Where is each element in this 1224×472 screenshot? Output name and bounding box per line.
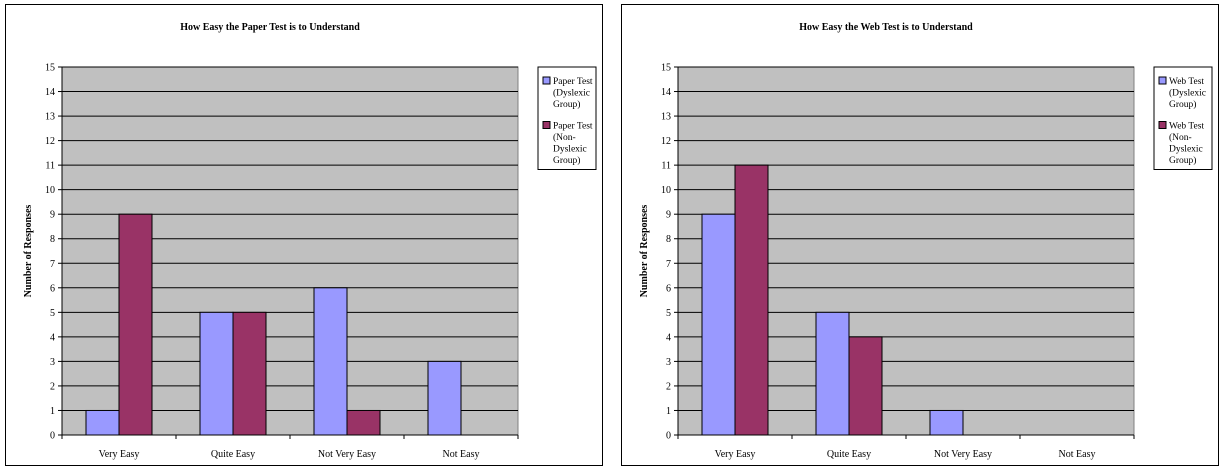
y-tick-label: 14 <box>45 87 55 98</box>
bar <box>199 311 234 436</box>
y-tick-label: 12 <box>661 136 671 147</box>
x-tick-label: Not Easy <box>1059 449 1096 460</box>
x-tick-label: Quite Easy <box>211 449 255 460</box>
y-tick-label: 7 <box>50 259 55 270</box>
x-tick-label: Very Easy <box>99 449 140 460</box>
legend-label: Dyslexic <box>1169 145 1203 155</box>
x-tick-label: Very Easy <box>715 449 756 460</box>
bar <box>118 213 153 436</box>
bar <box>85 409 120 436</box>
y-tick-label: 12 <box>45 136 55 147</box>
y-tick-label: 2 <box>666 381 671 392</box>
y-tick-label: 13 <box>661 112 671 123</box>
y-tick-label: 6 <box>50 283 55 294</box>
legend-label: Web Test <box>1169 77 1204 87</box>
y-tick-label: 9 <box>50 210 55 221</box>
bar <box>346 409 381 436</box>
legend-label: (Non- <box>1169 132 1192 143</box>
y-tick-label: 5 <box>666 308 671 319</box>
y-tick-label: 15 <box>661 63 671 74</box>
bar <box>427 360 462 436</box>
paper-test-chart: How Easy the Paper Test is to Understand… <box>5 4 603 466</box>
legend-label: (Dyslexic <box>553 88 590 99</box>
bar <box>232 311 267 436</box>
y-tick-label: 3 <box>50 357 55 368</box>
legend-label: Group) <box>1169 155 1196 166</box>
x-tick-label: Not Very Easy <box>934 449 992 460</box>
y-tick-label: 9 <box>666 210 671 221</box>
y-tick-label: 5 <box>50 308 55 319</box>
y-tick-label: 10 <box>661 185 671 196</box>
y-tick-label: 7 <box>666 259 671 270</box>
bar <box>815 311 850 436</box>
y-tick-label: 11 <box>45 161 55 172</box>
y-tick-label: 8 <box>50 234 55 245</box>
y-tick-label: 2 <box>50 381 55 392</box>
y-tick-label: 3 <box>666 357 671 368</box>
bar <box>929 409 964 436</box>
legend-label: (Non- <box>553 132 576 143</box>
y-tick-label: 4 <box>50 332 55 343</box>
legend-swatch <box>1158 76 1167 85</box>
legend-label: Group) <box>553 155 580 166</box>
web-test-chart: How Easy the Web Test is to Understand 0 1… <box>621 4 1219 466</box>
y-tick-label: 0 <box>666 431 671 442</box>
legend-box <box>537 66 597 170</box>
chart-title: How Easy the Web Test is to Understand <box>799 22 973 33</box>
y-tick-label: 15 <box>45 63 55 74</box>
y-axis-label: Number of Responses <box>639 205 650 298</box>
y-tick-label: 10 <box>45 185 55 196</box>
legend-label: Dyslexic <box>553 145 587 155</box>
y-tick-label: 1 <box>50 406 55 417</box>
legend-swatch <box>1158 121 1167 129</box>
legend-label: Group) <box>553 99 580 110</box>
legend-label: Paper Test <box>553 122 593 132</box>
y-tick-label: 11 <box>661 161 671 172</box>
web-test-chart-svg: How Easy the Web Test is to Understand 0 1… <box>639 22 1213 460</box>
legend-swatch <box>542 76 551 85</box>
y-tick-label: 0 <box>50 431 55 442</box>
bar <box>848 336 883 436</box>
bar <box>701 213 736 436</box>
y-tick-label: 8 <box>666 234 671 245</box>
legend-label: Web Test <box>1169 122 1204 132</box>
y-tick-label: 1 <box>666 406 671 417</box>
bar <box>313 287 348 436</box>
legend-label: (Dyslexic <box>1169 88 1206 99</box>
legend-swatch <box>542 121 551 129</box>
chart-title: How Easy the Paper Test is to Understand <box>180 22 360 33</box>
y-tick-label: 14 <box>661 87 671 98</box>
x-tick-label: Not Easy <box>443 449 480 460</box>
x-tick-label: Not Very Easy <box>318 449 376 460</box>
bar <box>734 164 769 436</box>
legend-label: Group) <box>1169 99 1196 110</box>
y-tick-label: 13 <box>45 112 55 123</box>
x-tick-label: Quite Easy <box>827 449 871 460</box>
y-tick-label: 4 <box>666 332 671 343</box>
legend-label: Paper Test <box>553 77 593 87</box>
y-axis-label: Number of Responses <box>23 205 34 298</box>
paper-test-chart-svg: How Easy the Paper Test is to Understand… <box>23 22 597 460</box>
y-tick-label: 6 <box>666 283 671 294</box>
